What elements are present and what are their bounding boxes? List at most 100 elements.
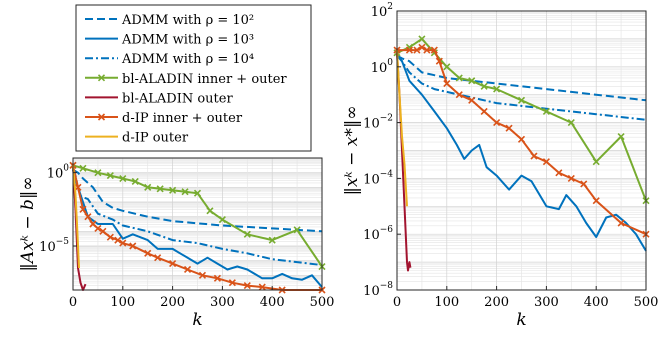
data-point-marker bbox=[79, 205, 87, 213]
data-point-marker bbox=[181, 188, 189, 196]
data-point-marker bbox=[455, 74, 463, 82]
x-tick-label: 300 bbox=[210, 295, 235, 310]
data-point-marker bbox=[228, 279, 236, 287]
data-point-marker bbox=[129, 242, 137, 250]
series-line bbox=[396, 54, 647, 102]
series-line bbox=[396, 50, 408, 207]
series-line bbox=[72, 168, 323, 233]
x-tick-label: 0 bbox=[69, 295, 77, 310]
series-line bbox=[72, 165, 80, 269]
data-point-marker bbox=[243, 230, 251, 238]
data-point-marker bbox=[293, 226, 301, 234]
y-tick-label: 102 bbox=[371, 2, 393, 20]
data-point-marker bbox=[258, 283, 266, 291]
right-ylabel: ‖xᵏ − x*‖∞ bbox=[342, 105, 362, 195]
data-point-marker bbox=[542, 107, 550, 116]
data-point-marker bbox=[206, 207, 214, 215]
data-point-marker bbox=[430, 46, 438, 54]
data-point-marker bbox=[131, 177, 139, 186]
y-tick-label: 10−5 bbox=[39, 237, 69, 255]
data-point-marker bbox=[418, 35, 426, 43]
data-point-marker bbox=[156, 185, 164, 193]
data-point-marker bbox=[106, 172, 114, 180]
x-tick-label: 400 bbox=[260, 295, 285, 310]
legend-label: ADMM with ρ = 10³ bbox=[121, 33, 254, 48]
data-point-marker bbox=[592, 158, 600, 166]
axes-frame bbox=[72, 157, 323, 291]
y-tick-label: 10−2 bbox=[363, 114, 393, 132]
x-tick-label: 200 bbox=[484, 295, 509, 310]
y-tick-label: 10−6 bbox=[363, 225, 393, 243]
x-tick-label: 300 bbox=[534, 295, 559, 310]
data-point-marker bbox=[154, 254, 162, 262]
y-tick-label: 100 bbox=[47, 164, 70, 182]
data-point-marker bbox=[183, 265, 192, 274]
axes-frame bbox=[396, 10, 647, 291]
data-point-marker bbox=[243, 282, 251, 290]
series-line bbox=[396, 54, 647, 252]
legend-label: d-IP outer bbox=[122, 131, 189, 146]
left-plot: 0 100 200 300 400 500 100 10−5 k ‖Axᵏ − b‖∞ bbox=[18, 157, 335, 330]
x-tick-label: 400 bbox=[584, 295, 609, 310]
data-point-marker bbox=[169, 186, 177, 194]
data-point-marker bbox=[79, 164, 87, 172]
right-plot: 0 100 200 300 400 500 102 100 10−2 10−4 10−6 10−8 k ‖… bbox=[342, 2, 658, 330]
data-point-marker bbox=[567, 174, 575, 182]
legend-label: bl-ALADIN inner + outer bbox=[122, 72, 287, 87]
y-tick-label: 10−4 bbox=[363, 169, 393, 187]
data-point-marker bbox=[580, 180, 588, 188]
data-point-marker bbox=[530, 152, 538, 160]
data-point-marker bbox=[567, 119, 575, 127]
data-point-marker bbox=[617, 219, 625, 227]
legend: ADMM with ρ = 10² ADMM with ρ = 10³ ADMM w… bbox=[75, 4, 312, 152]
data-point-marker bbox=[505, 124, 513, 132]
data-point-marker bbox=[268, 236, 276, 244]
data-point-marker bbox=[468, 77, 476, 85]
data-point-marker bbox=[423, 46, 431, 54]
data-point-marker bbox=[119, 174, 127, 183]
x-tick-label: 200 bbox=[160, 295, 185, 310]
data-point-marker bbox=[555, 169, 563, 177]
data-point-marker bbox=[94, 224, 102, 232]
x-tick-label: 500 bbox=[634, 295, 659, 310]
data-point-marker bbox=[119, 239, 127, 247]
data-point-marker bbox=[592, 197, 600, 205]
x-tick-label: 100 bbox=[110, 295, 135, 310]
data-point-marker bbox=[542, 158, 550, 166]
data-point-marker bbox=[99, 227, 107, 235]
legend-label: ADMM with ρ = 10⁴ bbox=[121, 52, 254, 67]
legend-label: ADMM with ρ = 10² bbox=[121, 13, 254, 28]
data-point-marker bbox=[418, 43, 426, 51]
x-tick-label: 0 bbox=[393, 295, 401, 310]
legend-label: d-IP inner + outer bbox=[122, 111, 243, 126]
data-point-marker bbox=[193, 189, 202, 197]
data-point-marker bbox=[493, 119, 501, 127]
left-xlabel: k bbox=[192, 310, 202, 330]
data-point-marker bbox=[435, 57, 443, 65]
data-point-marker bbox=[617, 132, 625, 141]
y-tick-label: 10−8 bbox=[363, 281, 393, 299]
data-point-marker bbox=[198, 271, 207, 279]
legend-marker bbox=[97, 113, 106, 121]
data-point-marker bbox=[169, 260, 177, 268]
data-point-marker bbox=[94, 169, 102, 177]
data-point-marker bbox=[517, 96, 526, 104]
left-ylabel: ‖Axᵏ − b‖∞ bbox=[18, 176, 38, 271]
data-point-marker bbox=[413, 46, 421, 54]
right-xlabel: k bbox=[516, 310, 526, 330]
data-point-marker bbox=[480, 82, 488, 90]
data-point-marker bbox=[493, 85, 501, 93]
data-point-marker bbox=[106, 233, 114, 241]
data-point-marker bbox=[455, 91, 463, 99]
series-line bbox=[396, 54, 647, 121]
x-tick-label: 100 bbox=[434, 295, 459, 310]
y-tick-label: 100 bbox=[371, 58, 394, 76]
x-tick-label: 500 bbox=[310, 295, 335, 310]
data-point-marker bbox=[144, 183, 152, 191]
data-point-marker bbox=[468, 96, 476, 104]
data-point-marker bbox=[218, 216, 226, 224]
data-point-marker bbox=[84, 213, 92, 221]
data-point-marker bbox=[443, 63, 451, 71]
data-point-marker bbox=[443, 79, 451, 88]
